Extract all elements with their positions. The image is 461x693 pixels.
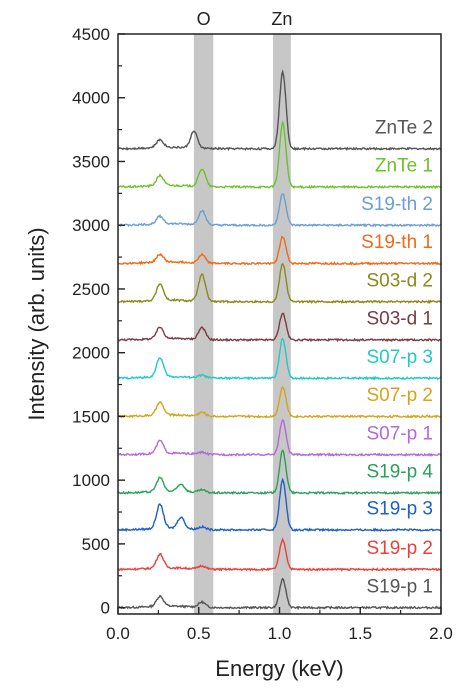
band-label-o: O bbox=[197, 9, 211, 29]
series-line-s03-d-2 bbox=[117, 262, 442, 305]
series-label-s03-d-2: S03-d 2 bbox=[366, 270, 433, 291]
x-tick-label: 0.5 bbox=[187, 624, 211, 643]
series-label-s07-p-3: S07-p 3 bbox=[366, 347, 433, 368]
y-tick-label: 1000 bbox=[72, 471, 110, 490]
series-line-s19-p-1 bbox=[117, 577, 442, 611]
highlight-band-zn bbox=[273, 34, 291, 614]
x-axis-title: Energy (keV) bbox=[215, 656, 343, 681]
tick-marks: 0.0 0.5 1.0 1.5 2.0 0 500 1000 1500 2000 2500 3000 3… bbox=[72, 25, 453, 643]
y-tick-label: 4500 bbox=[72, 25, 110, 44]
series-label-s19-th-2: S19-th 2 bbox=[361, 194, 433, 215]
series-line-s19-p-4 bbox=[117, 449, 442, 496]
series-label-s19-th-1: S19-th 1 bbox=[361, 232, 433, 253]
highlight-bands bbox=[193, 34, 291, 614]
series-line-s03-d-1 bbox=[117, 312, 442, 343]
y-tick-label: 2000 bbox=[72, 344, 110, 363]
series-line-s19-p-3 bbox=[117, 477, 442, 533]
y-axis-title: Intensity (arb. units) bbox=[24, 227, 49, 420]
x-tick-label: 1.0 bbox=[268, 624, 292, 643]
series-line-s19-th-2 bbox=[118, 193, 442, 228]
y-tick-label: 2500 bbox=[72, 280, 110, 299]
band-label-zn: Zn bbox=[271, 9, 292, 29]
series-line-s07-p-3 bbox=[117, 337, 442, 381]
series-label-s07-p-1: S07-p 1 bbox=[366, 423, 433, 444]
y-tick-label: 1500 bbox=[72, 407, 110, 426]
series-label-s03-d-1: S03-d 1 bbox=[366, 309, 433, 330]
series-label-s19-p-4: S19-p 4 bbox=[366, 462, 433, 483]
highlight-band-o bbox=[193, 34, 214, 614]
series-label-s07-p-2: S07-p 2 bbox=[366, 385, 433, 406]
series-labels: S19-p 1 S19-p 2 S19-p 3 S19-p 4 S07-p 1 S07-p… bbox=[361, 117, 433, 597]
series-line-s19-p-2 bbox=[117, 537, 442, 572]
y-tick-label: 500 bbox=[82, 535, 110, 554]
series-label-znte-1: ZnTe 1 bbox=[375, 156, 433, 177]
series-label-s19-p-3: S19-p 3 bbox=[366, 499, 433, 520]
x-tick-label: 0.0 bbox=[106, 624, 130, 643]
x-tick-label: 2.0 bbox=[429, 624, 453, 643]
series-line-znte-2 bbox=[117, 69, 442, 152]
y-tick-label: 3500 bbox=[72, 152, 110, 171]
series-label-znte-2: ZnTe 2 bbox=[375, 117, 433, 138]
y-tick-label: 3000 bbox=[72, 216, 110, 235]
series-traces bbox=[117, 69, 442, 611]
series-label-s19-p-1: S19-p 1 bbox=[366, 576, 433, 597]
x-tick-label: 1.5 bbox=[348, 624, 372, 643]
series-label-s19-p-2: S19-p 2 bbox=[366, 538, 433, 559]
series-line-s07-p-1 bbox=[117, 418, 442, 457]
y-tick-label: 0 bbox=[101, 599, 110, 618]
series-line-znte-1 bbox=[117, 120, 442, 190]
y-tick-label: 4000 bbox=[72, 89, 110, 108]
series-line-s07-p-2 bbox=[117, 385, 442, 419]
series-line-s19-th-1 bbox=[117, 235, 442, 266]
